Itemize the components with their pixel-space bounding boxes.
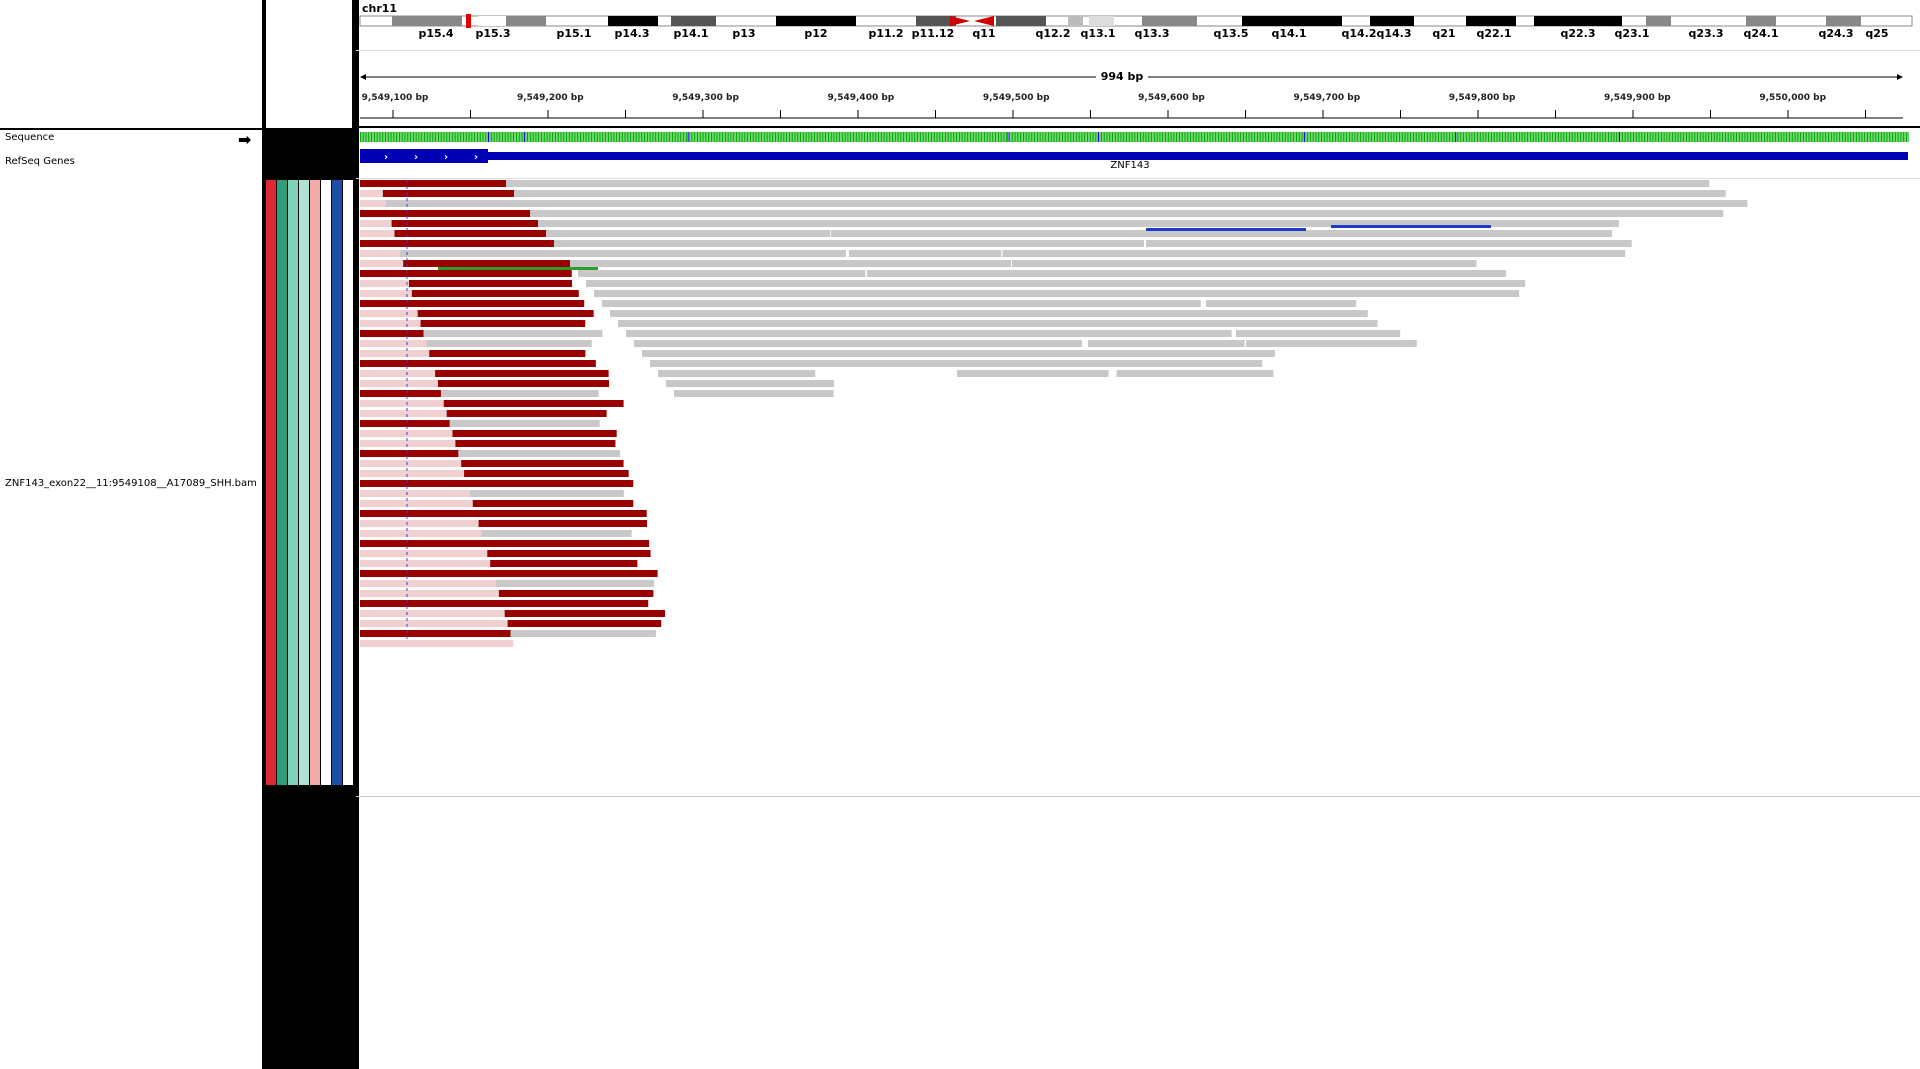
gene-exon (360, 149, 488, 163)
attribute-column[interactable] (288, 180, 298, 785)
right-arrow-icon[interactable]: ➡ (238, 130, 252, 149)
chromosome-ideogram[interactable] (356, 0, 1920, 45)
ideogram-band-label: p11.12 (911, 27, 955, 40)
ideogram-band-label: q24.1 (1743, 27, 1779, 40)
ideogram-band-label: q14.1 (1271, 27, 1307, 40)
ideogram-band-label: q22.1 (1476, 27, 1512, 40)
bam-track-label[interactable]: ZNF143_exon22__11:9549108__A17089_SHH.ba… (5, 478, 257, 489)
ideogram-band-label: q13.3 (1134, 27, 1170, 40)
svg-text:›: › (414, 152, 418, 163)
ruler-tick-label: 9,549,700 bp (1293, 93, 1361, 103)
attribute-column[interactable] (310, 180, 320, 785)
sequence-track-label[interactable]: Sequence (5, 132, 55, 143)
ideogram-band-label: p12 (804, 27, 828, 40)
ideogram-band-label: q22.3 (1560, 27, 1596, 40)
ideogram-band-label: p13 (732, 27, 756, 40)
attribute-column[interactable] (343, 180, 353, 785)
ideogram-band-label: p15.1 (556, 27, 592, 40)
attribute-panel (262, 0, 356, 1069)
data-panel: chr11 p15.4 p15.3 p15.1 p14.3 p14.1 p13 p12 p11… (356, 0, 1920, 1069)
panel-divider (0, 128, 262, 130)
ruler-tick-label: 9,549,300 bp (672, 93, 739, 103)
span-label: 994 bp (1100, 70, 1144, 83)
svg-text:›: › (384, 152, 388, 163)
track-name-panel: Sequence ➡ RefSeq Genes ZNF143_exon22__1… (0, 0, 262, 1069)
gene-name-label: ZNF143 (1110, 160, 1150, 171)
ruler-tick-label: 9,549,200 bp (516, 93, 584, 103)
gene-body (360, 152, 1908, 160)
ideogram-band-label: q11 (972, 27, 996, 40)
ruler-tick-label: 9,549,100 bp (361, 93, 429, 103)
ideogram-band-label: p15.4 (418, 27, 454, 40)
svg-text:›: › (444, 152, 448, 163)
ideogram-band-label: q14.3 (1376, 27, 1412, 40)
panel-border (356, 0, 359, 1069)
ideogram-band-label: q13.1 (1080, 27, 1116, 40)
sequence-track[interactable] (356, 131, 1920, 143)
ideogram-band-label: q23.1 (1614, 27, 1650, 40)
alignment-track[interactable] (356, 180, 1920, 800)
svg-text:›: › (474, 152, 478, 163)
attribute-header (266, 0, 352, 128)
position-ruler[interactable] (356, 0, 1920, 128)
ideogram-band-label: q12.2 (1035, 27, 1071, 40)
ruler-tick-label: 9,549,800 bp (1448, 93, 1516, 103)
ruler-tick-label: 9,549,500 bp (982, 93, 1050, 103)
ideogram-band-label: p15.3 (475, 27, 511, 40)
refseq-track-label[interactable]: RefSeq Genes (5, 156, 75, 167)
current-region-marker (466, 14, 471, 28)
ideogram-band-label: p14.3 (614, 27, 650, 40)
ruler-tick-label: 9,549,900 bp (1604, 93, 1671, 103)
attribute-column[interactable] (299, 180, 309, 785)
attribute-column[interactable] (332, 180, 342, 785)
ideogram-band-label: p14.1 (673, 27, 709, 40)
ideogram-band-label: q21 (1432, 27, 1456, 40)
ruler-tick-label: 9,549,400 bp (827, 93, 895, 103)
ideogram-band-label: q25 (1865, 27, 1889, 40)
ruler-tick-label: 9,550,000 bp (1759, 93, 1827, 103)
attribute-column[interactable] (321, 180, 331, 785)
chromosome-label: chr11 (362, 2, 398, 15)
ideogram-band-label: q23.3 (1688, 27, 1724, 40)
ideogram-band-label: q24.3 (1818, 27, 1854, 40)
track-bottom-divider (356, 796, 1920, 797)
ruler-tick-label: 9,549,600 bp (1138, 93, 1205, 103)
ideogram-band-label: p11.2 (868, 27, 904, 40)
ideogram-band-label: q13.5 (1213, 27, 1249, 40)
ideogram-band-label: q14.2 (1341, 27, 1377, 40)
attribute-column[interactable] (277, 180, 287, 785)
refseq-gene-track[interactable]: › › › › (356, 146, 1920, 174)
attribute-column[interactable] (266, 180, 276, 785)
